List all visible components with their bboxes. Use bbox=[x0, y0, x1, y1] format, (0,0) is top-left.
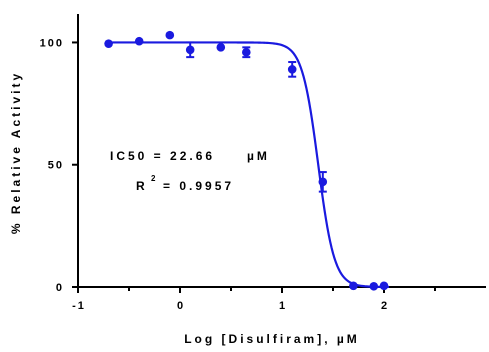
data-point bbox=[349, 281, 358, 291]
x-tick-label: 2 bbox=[381, 300, 389, 312]
data-point bbox=[134, 36, 144, 46]
data-point bbox=[216, 43, 226, 52]
axis-ticks: 0 50 100 -1 0 1 2 bbox=[40, 37, 436, 312]
data-point bbox=[185, 45, 195, 55]
ic50-unit: µM bbox=[247, 149, 270, 163]
fit-curve bbox=[108, 41, 390, 289]
data-point bbox=[242, 47, 251, 57]
y-tick-label: 100 bbox=[40, 37, 64, 49]
r2-superscript: 2 bbox=[151, 174, 156, 183]
y-axis-title: % Relative Activity bbox=[9, 71, 23, 234]
x-tick-label: 0 bbox=[177, 300, 185, 312]
data-point bbox=[104, 39, 113, 48]
r2-label: R bbox=[136, 179, 148, 193]
data-point bbox=[165, 30, 175, 40]
data-point bbox=[369, 281, 379, 291]
y-tick-label: 0 bbox=[56, 282, 64, 294]
data-points-layer bbox=[104, 30, 389, 291]
x-tick-label: -1 bbox=[72, 300, 86, 312]
r2-value: = 0.9957 bbox=[163, 179, 234, 193]
fit-curve-layer bbox=[108, 41, 390, 289]
y-tick-label: 50 bbox=[48, 160, 64, 172]
x-axis-title: Log [Disulfiram], µM bbox=[184, 332, 360, 346]
ic50-annotation: IC50 = 22.66 bbox=[110, 149, 215, 163]
data-point bbox=[318, 177, 328, 187]
data-point bbox=[379, 281, 389, 291]
data-point bbox=[287, 65, 297, 74]
x-tick-label: 1 bbox=[279, 300, 287, 312]
